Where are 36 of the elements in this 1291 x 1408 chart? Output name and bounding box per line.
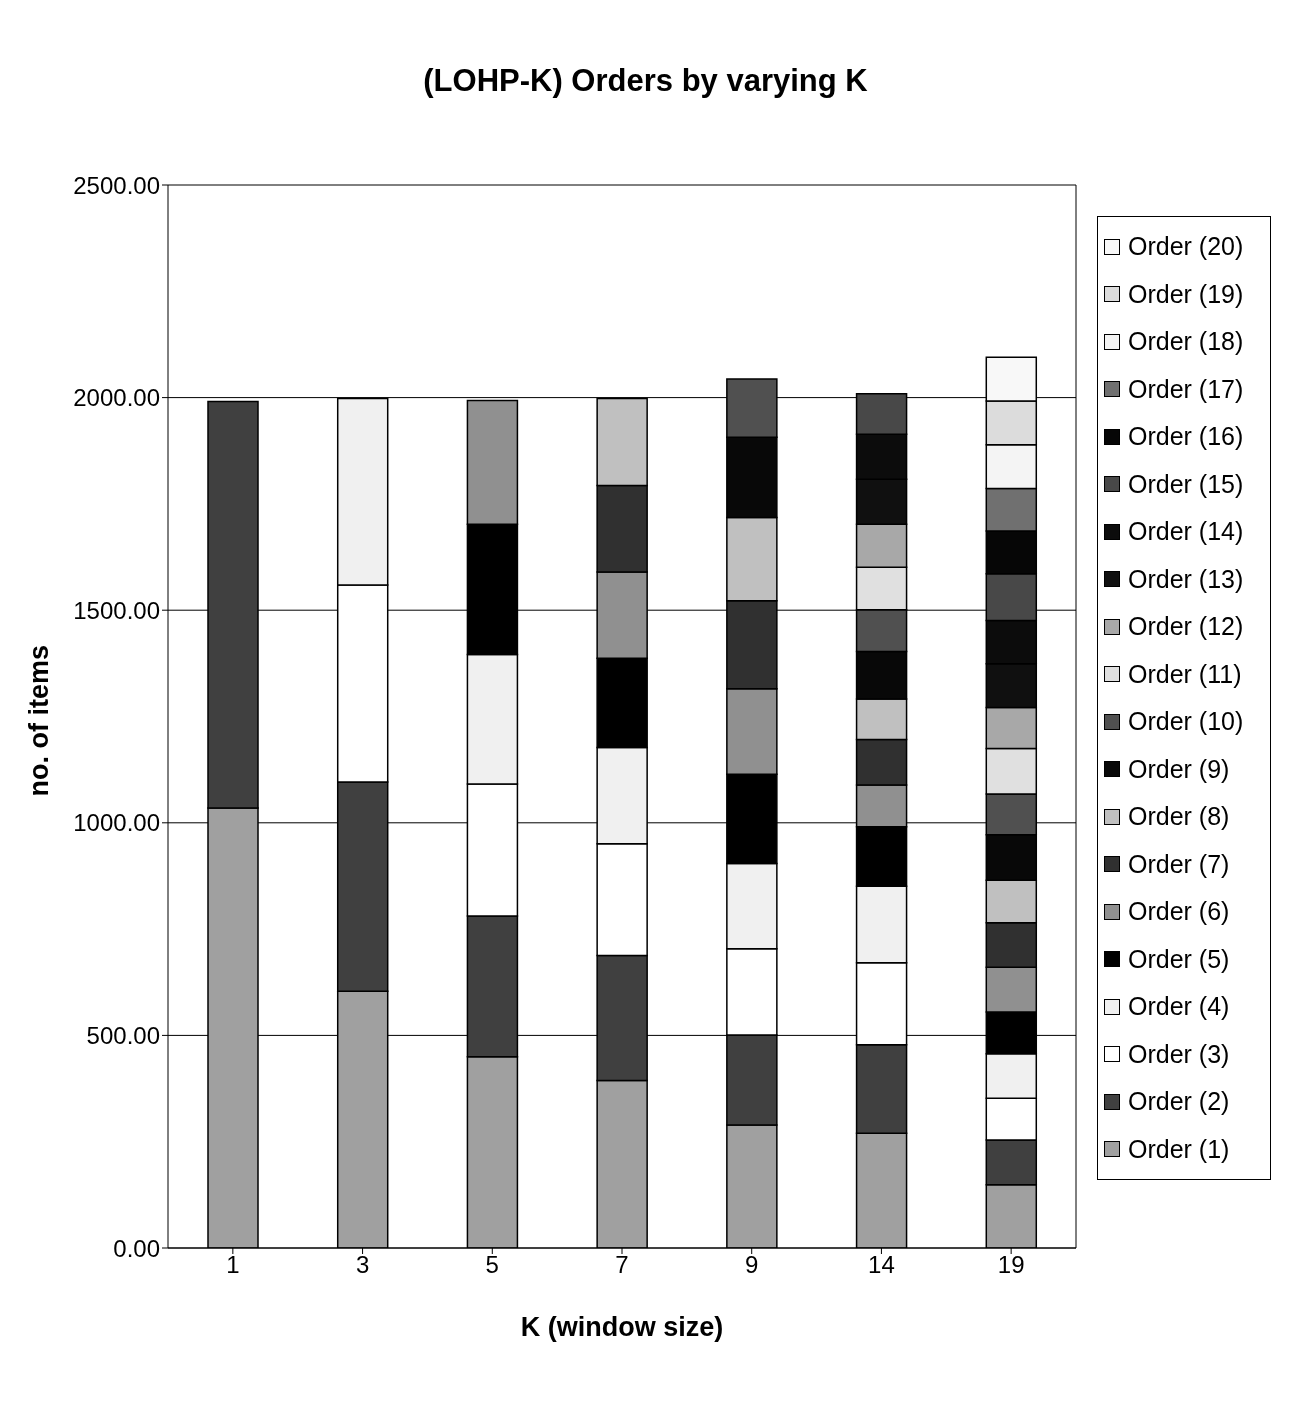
legend-label: Order (16): [1128, 422, 1244, 452]
legend-label: Order (20): [1128, 232, 1244, 262]
legend-label: Order (4): [1128, 992, 1230, 1022]
y-tick-label: 1500.00: [73, 596, 160, 624]
legend-label: Order (5): [1128, 944, 1230, 974]
legend-label: Order (17): [1128, 374, 1244, 404]
chart-title: (LOHP-K) Orders by varying K: [422, 63, 869, 99]
legend-label: Order (1): [1128, 1134, 1230, 1164]
y-tick-label: 0.00: [113, 1234, 160, 1262]
x-axis-title: K (window size): [520, 1312, 724, 1342]
legend-label: Order (19): [1128, 279, 1244, 309]
legend-label: Order (12): [1128, 612, 1244, 642]
legend-label: Order (2): [1128, 1087, 1230, 1117]
legend-label: Order (15): [1128, 469, 1244, 499]
legend-label: Order (9): [1128, 754, 1230, 784]
legend-label: Order (10): [1128, 707, 1244, 737]
x-tick-label: 5: [485, 1251, 499, 1279]
legend-label: Order (14): [1128, 517, 1244, 547]
y-tick-label: 2000.00: [73, 384, 160, 412]
y-tick-label: 1000.00: [73, 809, 160, 837]
x-tick-label: 9: [745, 1251, 759, 1279]
legend-label: Order (7): [1128, 849, 1230, 879]
legend-label: Order (18): [1128, 327, 1244, 357]
y-tick-label: 2500.00: [73, 171, 160, 199]
y-tick-label: 500.00: [86, 1021, 160, 1049]
x-tick-label: 3: [355, 1251, 370, 1279]
legend-label: Order (11): [1128, 659, 1242, 689]
legend-label: Order (6): [1128, 897, 1230, 927]
x-tick-label: 1: [226, 1251, 240, 1279]
x-tick-label: 14: [868, 1251, 895, 1279]
y-axis-title: no. of items: [23, 644, 54, 797]
legend-label: Order (8): [1128, 802, 1230, 832]
legend-label: Order (3): [1128, 1039, 1230, 1069]
legend-label: Order (13): [1128, 564, 1244, 594]
x-tick-label: 7: [615, 1251, 629, 1279]
x-tick-label: 19: [997, 1251, 1025, 1279]
